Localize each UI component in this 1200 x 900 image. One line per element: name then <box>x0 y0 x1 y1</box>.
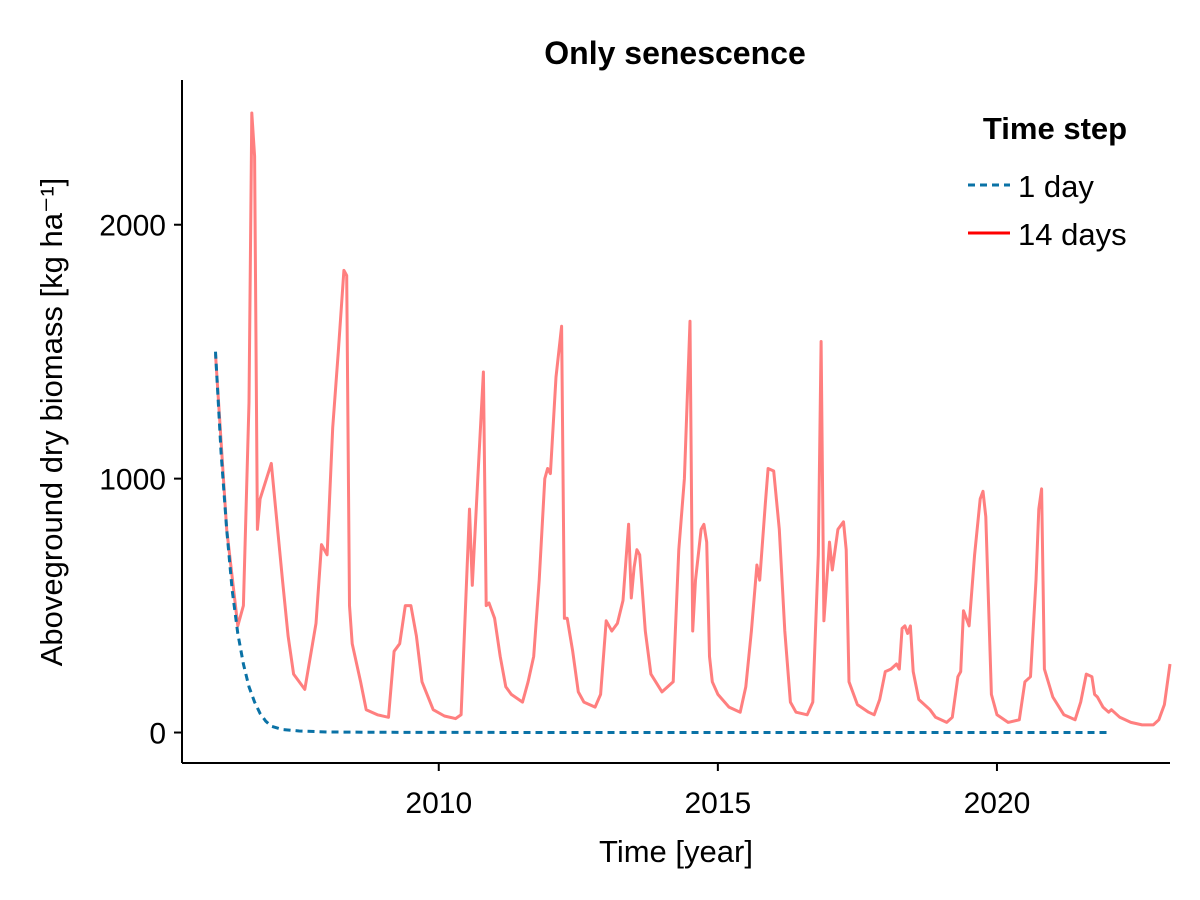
x-tick-label: 2015 <box>684 787 751 820</box>
chart-title: Only senescence <box>544 35 805 71</box>
x-axis-label: Time [year] <box>599 834 753 869</box>
legend-label-14-days: 14 days <box>1018 217 1127 252</box>
y-axis-label: Aboveground dry biomass [kg ha⁻¹] <box>34 178 69 667</box>
series-line-14-days <box>214 111 1172 727</box>
x-ticks: 2010 2015 2020 <box>405 763 1030 820</box>
legend-label-1-day: 1 day <box>1018 169 1094 204</box>
x-tick-label: 2010 <box>405 787 472 820</box>
y-tick-label: 1000 <box>99 464 166 497</box>
legend: Time step 1 day 14 days <box>968 111 1127 252</box>
series-line-1-day <box>214 351 1109 734</box>
x-tick-label: 2020 <box>964 787 1031 820</box>
legend-title: Time step <box>983 111 1127 146</box>
y-tick-label: 2000 <box>99 210 166 243</box>
y-tick-label: 0 <box>149 718 166 751</box>
y-ticks: 0 1000 2000 <box>99 210 182 751</box>
plot-area <box>214 111 1172 734</box>
